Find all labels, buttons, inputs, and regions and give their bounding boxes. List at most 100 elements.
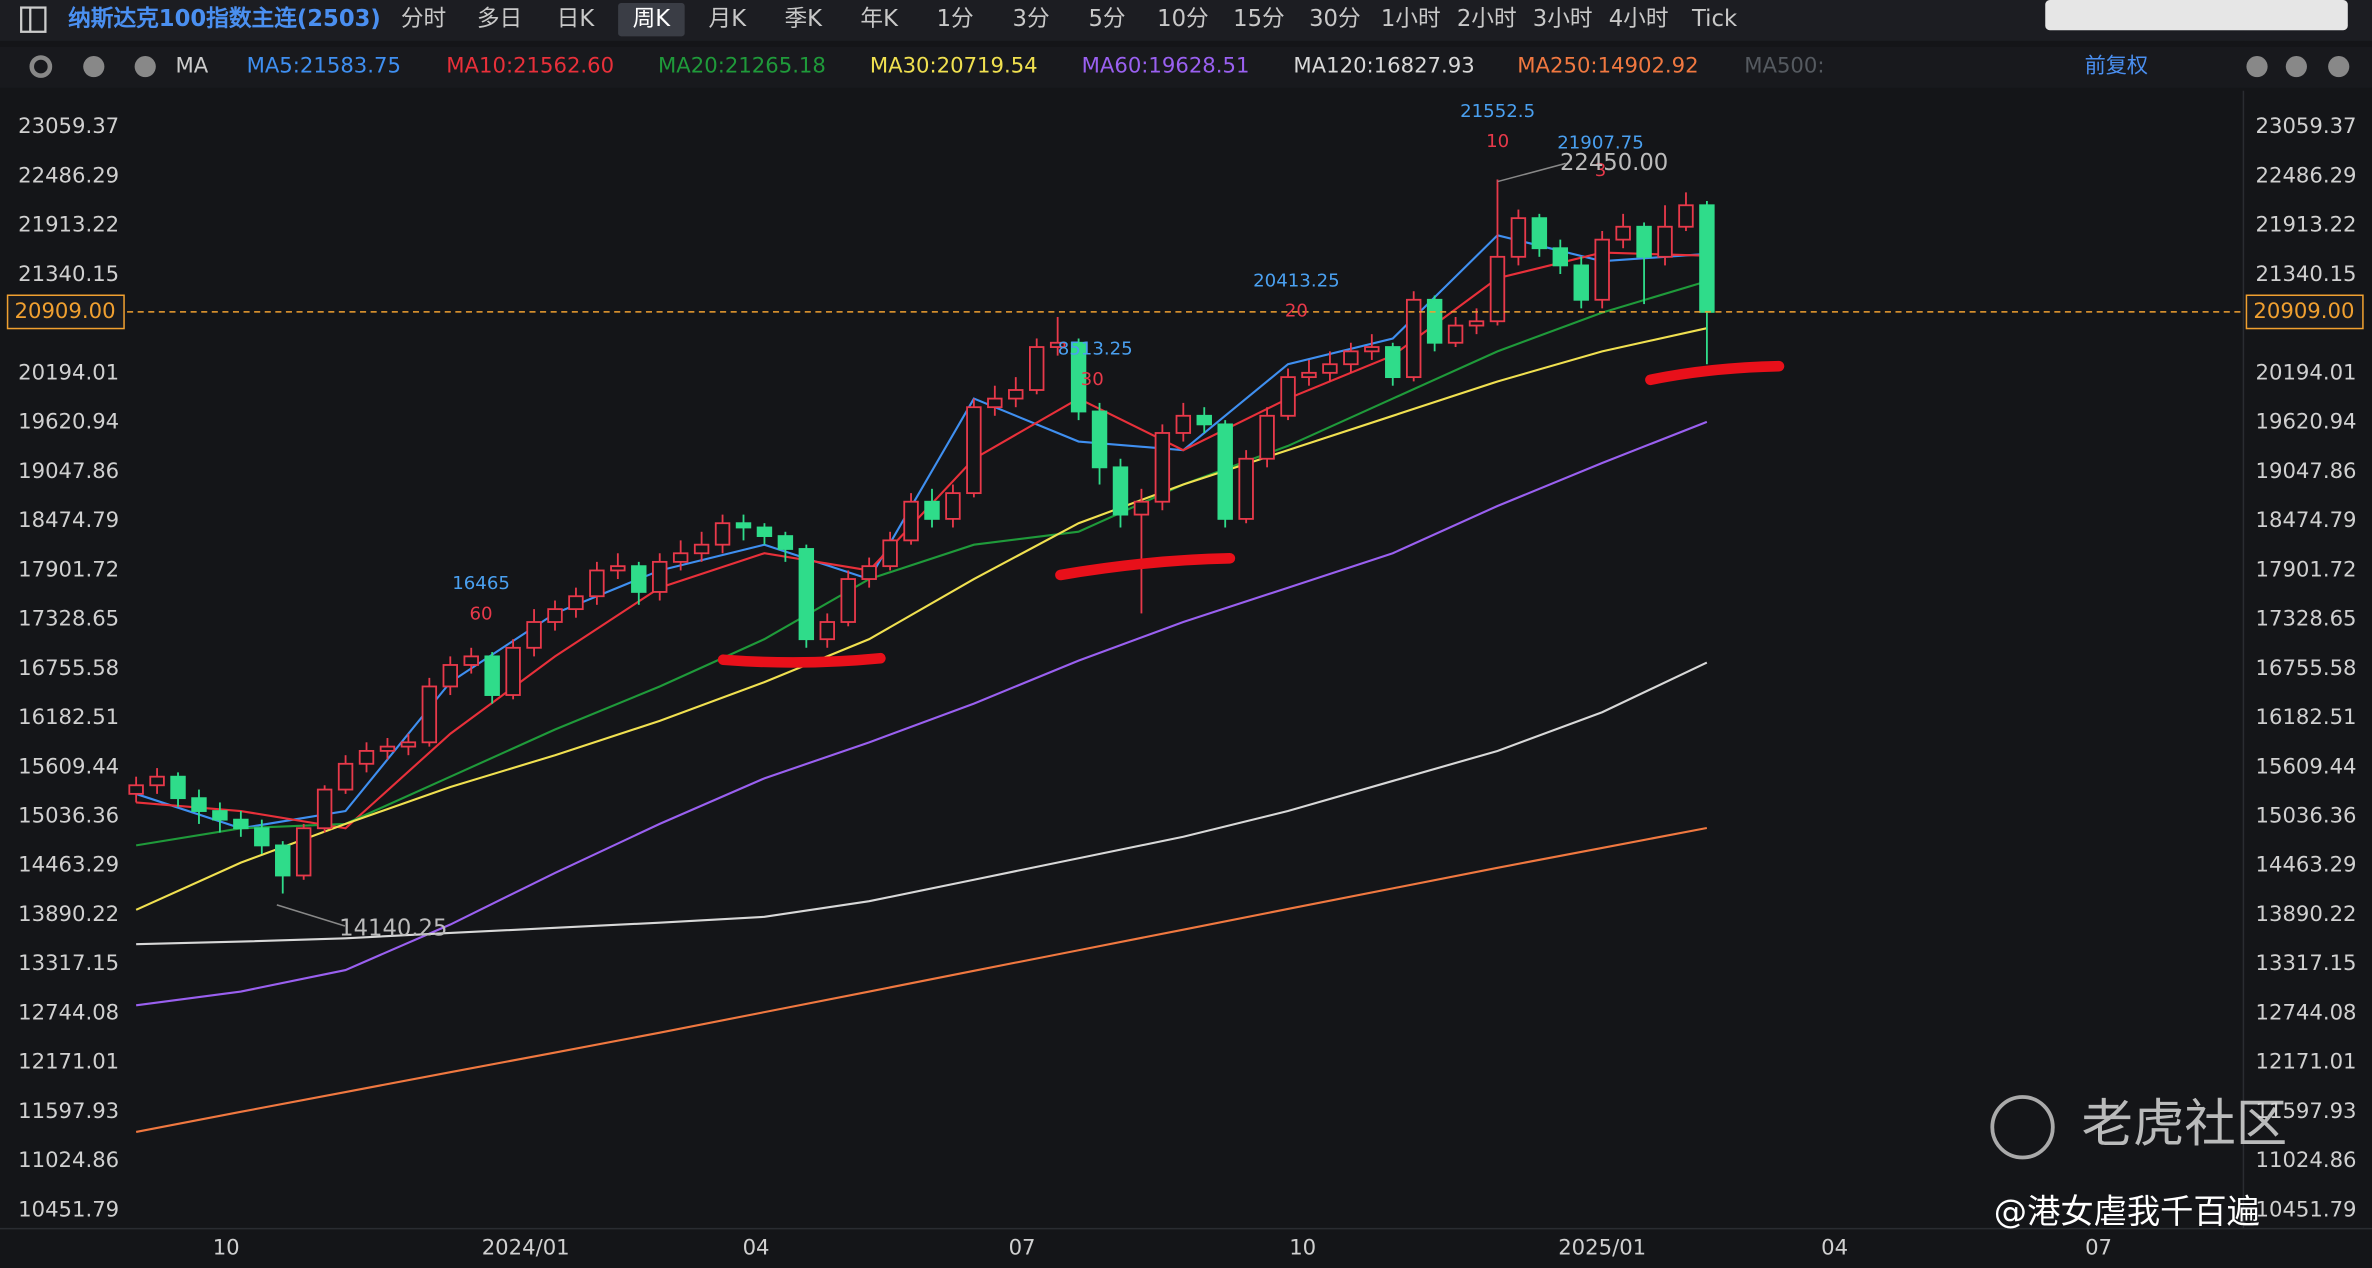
timeframe-tab[interactable]: 30分 <box>1309 6 1361 32</box>
timeframe-tab[interactable]: 15分 <box>1233 6 1285 32</box>
candle-body <box>966 406 982 495</box>
candle-body <box>1468 320 1485 327</box>
candle-body <box>1112 466 1129 516</box>
y-tick-label: 11597.93 <box>18 1098 119 1123</box>
candle-body <box>1343 350 1359 366</box>
y-tick-label-right: 17328.65 <box>2256 606 2357 631</box>
candle-body <box>128 784 144 795</box>
candle-body <box>1175 414 1192 434</box>
zoom-in[interactable] <box>2285 55 2307 78</box>
candle-body <box>149 775 165 787</box>
candle-body <box>1008 389 1024 400</box>
x-tick-label: 04 <box>1821 1234 1848 1259</box>
y-tick-label: 14463.29 <box>18 852 119 877</box>
ma-line <box>136 251 1707 830</box>
candle-body <box>1196 414 1212 426</box>
adjust-menu[interactable]: 前复权 <box>2085 53 2149 78</box>
candle-body <box>840 578 856 623</box>
current-price-label: 20909.00 <box>15 298 116 323</box>
y-tick-label: 19047.86 <box>18 458 119 483</box>
zoom-reset[interactable] <box>2328 55 2350 78</box>
y-tick-label-right: 22486.29 <box>2256 162 2357 187</box>
close-icon[interactable] <box>134 55 156 78</box>
timeframe-tab[interactable]: 2小时 <box>1457 6 1517 32</box>
candle-body <box>861 565 877 580</box>
timeframe-tab[interactable]: 10分 <box>1157 6 1209 32</box>
candle-body <box>819 621 835 641</box>
timeframe-tab[interactable]: 周K <box>633 6 672 32</box>
current-price-box <box>6 294 125 330</box>
timeframe-tab[interactable]: 3分 <box>1013 6 1050 32</box>
x-tick-label: 2025/01 <box>1558 1234 1646 1259</box>
timeframe-tab[interactable]: 1小时 <box>1381 6 1441 32</box>
y-tick-label-right: 13890.22 <box>2256 901 2357 926</box>
timeframe-tab[interactable]: 1分 <box>937 6 974 32</box>
y-tick-label: 16182.51 <box>18 704 119 729</box>
timeframe-tab[interactable]: 4小时 <box>1609 6 1669 32</box>
watermark-logo <box>1990 1095 2055 1160</box>
x-tick-label: 04 <box>743 1234 770 1259</box>
sidebar-toggle[interactable] <box>20 6 47 33</box>
timeframe-tab[interactable]: 日K <box>557 6 596 32</box>
highlight-stroke <box>717 652 886 668</box>
candle-body <box>1028 346 1045 391</box>
candle-body <box>1259 414 1275 460</box>
candle-body <box>1573 264 1589 301</box>
timeframe-tab[interactable]: 分时 <box>401 6 446 32</box>
ma-line <box>136 420 1708 1007</box>
ma-line <box>135 826 1708 1134</box>
current-price-label-right: 20909.00 <box>2253 298 2354 323</box>
instrument-title: 纳斯达克100指数主连(2503) <box>68 5 381 32</box>
candle-body <box>568 595 584 611</box>
watermark-brand: 老虎社区 <box>2082 1094 2288 1154</box>
highlight-stroke <box>1055 553 1236 581</box>
candle-body <box>379 745 396 752</box>
collapse-icon[interactable] <box>83 55 105 78</box>
timeframe-tab[interactable]: 年K <box>860 6 899 32</box>
settings-icon[interactable] <box>29 55 53 78</box>
zoom-out[interactable] <box>2246 55 2268 78</box>
candle-body <box>882 539 898 568</box>
candle-body <box>924 500 940 520</box>
candle-body <box>295 827 312 877</box>
candle-body <box>1531 217 1548 250</box>
timeframe-tab[interactable]: 月K <box>709 6 748 32</box>
active-tab <box>618 3 685 37</box>
toolbar <box>0 0 2372 41</box>
y-tick-label: 15036.36 <box>18 803 119 828</box>
timeframe-tab[interactable]: 5分 <box>1088 6 1125 32</box>
candle-body <box>798 548 815 641</box>
y-tick-label: 18474.79 <box>18 507 119 532</box>
candle-body <box>1510 217 1527 258</box>
ma-line <box>135 327 1708 911</box>
candle-body <box>1636 225 1652 258</box>
timeframe-tab[interactable]: 季K <box>784 6 823 32</box>
timeframe-tab[interactable]: 3小时 <box>1533 6 1593 32</box>
candle-body <box>1552 247 1569 267</box>
annotation: 20 <box>1285 301 1308 322</box>
timeframe-tab[interactable]: 多日 <box>477 6 522 32</box>
candle-body <box>1280 376 1296 417</box>
highlight-stroke <box>1645 360 1785 386</box>
y-tick-label-right: 23059.37 <box>2256 113 2357 138</box>
popup-edge <box>2045 0 2348 31</box>
ma-legend: MA250:14902.92 <box>1517 53 1698 78</box>
candle-body <box>421 685 438 744</box>
y-tick-label-right: 10451.79 <box>2256 1196 2357 1221</box>
candle-body <box>777 535 794 550</box>
annotation: 22450.00 <box>1560 150 1668 176</box>
leader-line <box>276 904 346 927</box>
candle-body <box>735 522 752 529</box>
y-tick-label-right: 15036.36 <box>2256 803 2357 828</box>
candle-body <box>1385 346 1401 379</box>
y-tick-label: 12744.08 <box>18 999 119 1024</box>
ma-legend: MA10:21562.60 <box>446 53 614 78</box>
timeframe-tab[interactable]: Tick <box>1691 6 1738 32</box>
ma-legend: MA60:19628.51 <box>1082 53 1250 78</box>
y-tick-label: 11024.86 <box>18 1147 119 1172</box>
ma-menu[interactable]: MA <box>175 53 208 78</box>
candle-body <box>212 810 228 821</box>
annotation: 60 <box>470 603 493 624</box>
y-tick-label-right: 12744.08 <box>2256 999 2357 1024</box>
